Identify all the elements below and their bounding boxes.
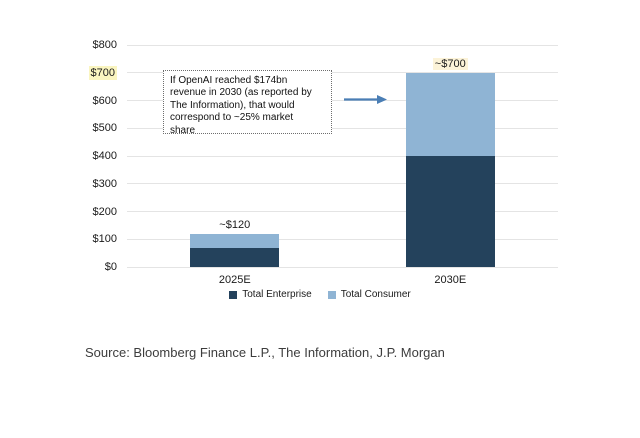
annotation-line: If OpenAI reached $174bn	[170, 75, 288, 86]
annotation-box: If OpenAI reached $174bn revenue in 2030 …	[163, 70, 332, 136]
x-axis-label: 2030E	[434, 274, 467, 286]
y-axis-label: $0	[55, 260, 117, 274]
legend-item-total-consumer: Total Consumer	[327, 289, 411, 300]
y-axis-label: $800	[55, 38, 117, 52]
annotation-line: correspond to ~25% market	[170, 112, 294, 124]
y-axis-label-text: $500	[92, 122, 117, 135]
gridline-300	[127, 183, 558, 185]
legend-swatch-icon	[327, 290, 336, 299]
gridline-0	[127, 266, 558, 268]
annotation-line: The Information), that would	[170, 99, 295, 111]
x-axis-label: 2025E	[218, 274, 251, 286]
y-axis-label-text: $700	[88, 65, 117, 80]
y-axis-label-text: $200	[92, 205, 117, 218]
y-axis-label: $400	[55, 149, 117, 163]
y-axis-label-text: $300	[92, 177, 117, 190]
bar-total-label-text: ~$700	[432, 57, 468, 70]
source-text: Source: Bloomberg Finance L.P., The Info…	[85, 345, 445, 360]
legend-item-total-enterprise: Total Enterprise	[229, 289, 312, 300]
bar-total-label-text: ~$120	[219, 218, 251, 231]
annotation-arrow	[343, 92, 389, 104]
y-axis-label: $300	[55, 177, 117, 191]
gridline-600	[127, 100, 558, 101]
legend-swatch-icon	[229, 290, 238, 299]
annotation-line: share	[170, 124, 196, 136]
gridline-100	[127, 238, 558, 240]
y-axis-label: $700	[55, 65, 117, 80]
legend: Total Enterprise Total Consumer	[0, 289, 640, 300]
legend-label: Total Consumer	[340, 289, 411, 300]
gridline-400	[127, 155, 558, 157]
bar-segment-2030E-total-enterprise	[405, 156, 495, 267]
y-axis-label-text: $800	[92, 39, 117, 51]
gridline-200	[127, 211, 558, 212]
right-arrow-icon	[344, 95, 387, 104]
y-axis-label-text: $100	[92, 233, 117, 246]
bar-total-label: ~$700	[406, 57, 495, 70]
legend-label: Total Enterprise	[242, 289, 312, 300]
bar-segment-2030E-total-consumer	[405, 72, 495, 156]
bar-segment-2025E-total-enterprise	[190, 247, 280, 267]
plot-area: $0 $100 $200 $300 $400 $500 $600 $700 $800 ~$120 2…	[88, 39, 558, 286]
y-axis-label-text: $400	[92, 150, 117, 162]
annotation-line: revenue in 2030 (as reported by	[170, 87, 312, 99]
bar-segment-2025E-total-consumer	[190, 233, 280, 248]
bar-total-label: ~$120	[190, 219, 279, 231]
y-axis-label: $600	[55, 94, 117, 108]
y-axis-label: $100	[55, 232, 117, 246]
y-axis-label: $500	[55, 121, 117, 135]
gridline-700	[127, 72, 558, 74]
y-axis-label-text: $600	[92, 94, 117, 107]
y-axis-label-text: $0	[104, 261, 117, 273]
y-axis-label: $200	[55, 205, 117, 219]
gridline-500	[127, 127, 558, 129]
gridline-800	[127, 44, 558, 46]
